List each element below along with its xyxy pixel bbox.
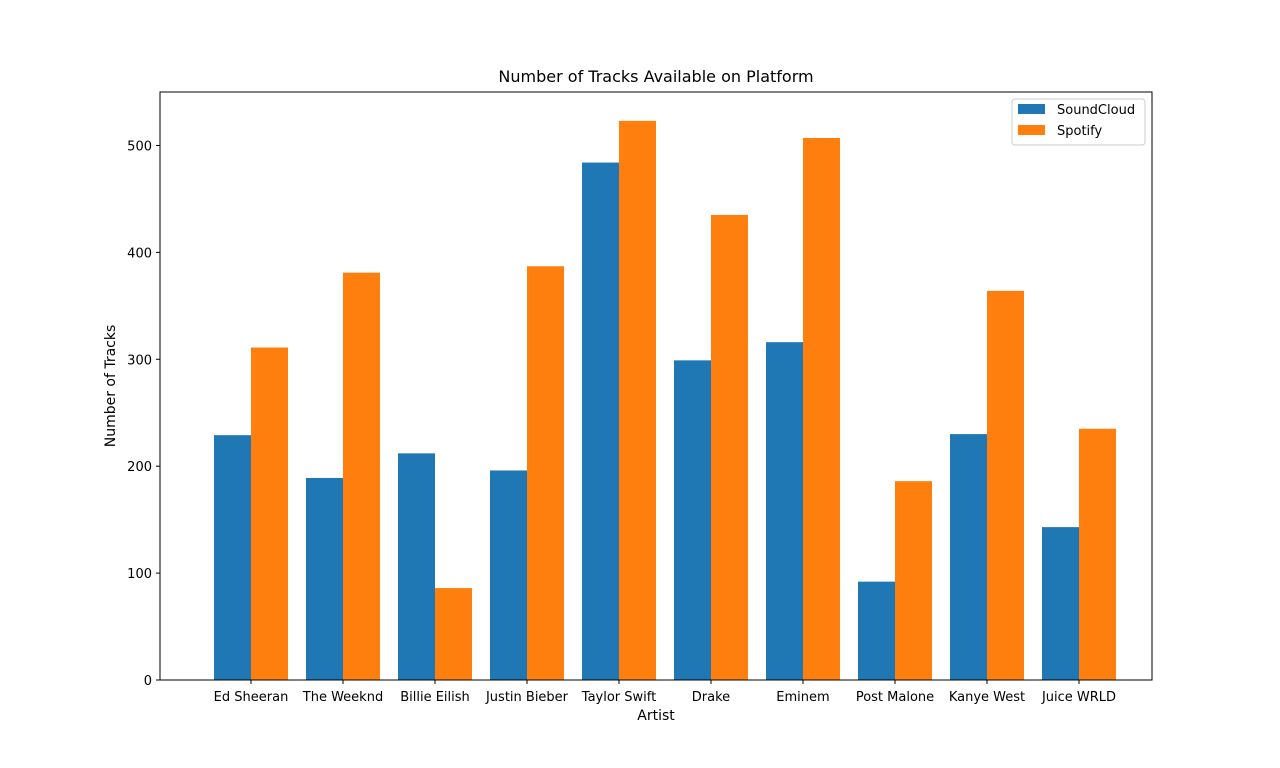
y-axis-label: Number of Tracks [103, 325, 119, 448]
x-tick-label: Justin Bieber [485, 690, 569, 705]
x-tick-label: Juice WRLD [1041, 690, 1116, 705]
bar-soundcloud-eminem [766, 342, 803, 680]
x-tick-label: Kanye West [949, 690, 1025, 705]
x-tick-label: Eminem [776, 690, 829, 705]
bar-soundcloud-ed-sheeran [214, 435, 251, 680]
bars-layer [214, 120, 1116, 681]
bar-soundcloud-kanye-west [950, 434, 987, 680]
chart-title: Number of Tracks Available on Platform [498, 67, 813, 86]
x-tick-label: The Weeknd [302, 690, 383, 705]
bar-soundcloud-justin-bieber [490, 470, 527, 680]
legend-swatch-soundcloud [1018, 104, 1045, 114]
legend: SoundCloud Spotify [1011, 98, 1146, 146]
y-axis: 0 100 200 300 400 500 [127, 139, 160, 689]
x-tick-label: Taylor Swift [581, 690, 656, 705]
bar-soundcloud-billie-eilish [398, 453, 435, 680]
legend-label-spotify: Spotify [1057, 124, 1103, 139]
bar-series-soundcloud [214, 162, 1079, 680]
bar-spotify-taylor-swift [619, 120, 656, 680]
legend-label-soundcloud: SoundCloud [1057, 103, 1135, 118]
bar-spotify-post-malone [895, 481, 932, 680]
legend-swatch-spotify [1018, 125, 1045, 135]
legend-box [1011, 98, 1146, 146]
bar-spotify-ed-sheeran [251, 347, 288, 680]
x-tick-label: Post Malone [856, 690, 934, 705]
y-tick-label: 100 [127, 567, 152, 582]
y-tick-label: 300 [127, 353, 152, 368]
y-tick-label: 400 [127, 246, 152, 261]
bar-spotify-eminem [803, 137, 840, 681]
bar-spotify-juice-wrld [1079, 428, 1116, 680]
x-axis-label: Artist [637, 708, 675, 724]
y-tick-label: 0 [144, 674, 152, 689]
bar-series-spotify [251, 120, 1116, 681]
bar-soundcloud-taylor-swift [582, 162, 619, 680]
bar-soundcloud-post-malone [858, 581, 895, 680]
bar-soundcloud-the-weeknd [306, 477, 343, 680]
bar-spotify-billie-eilish [435, 588, 472, 680]
bar-spotify-justin-bieber [527, 266, 564, 680]
y-tick-label: 500 [127, 139, 152, 154]
x-axis: Ed Sheeran The Weeknd Billie Eilish Justin … [214, 680, 1116, 705]
bar-spotify-drake [711, 214, 748, 681]
x-tick-label: Drake [692, 690, 730, 705]
bar-spotify-the-weeknd [343, 272, 380, 680]
y-tick-label: 200 [127, 460, 152, 475]
bar-soundcloud-drake [674, 360, 711, 680]
plot-frame [159, 91, 1153, 681]
x-tick-label: Billie Eilish [400, 690, 470, 705]
bar-spotify-kanye-west [987, 290, 1024, 680]
bar-soundcloud-juice-wrld [1042, 527, 1079, 680]
x-tick-label: Ed Sheeran [214, 690, 289, 705]
